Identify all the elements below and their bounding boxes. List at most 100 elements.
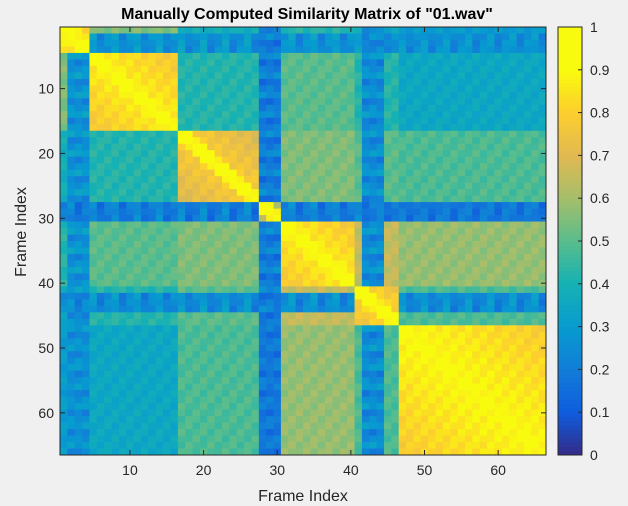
heatmap-cell xyxy=(141,312,149,320)
heatmap-cell xyxy=(450,65,459,73)
heatmap-cell xyxy=(185,390,193,398)
heatmap-cell xyxy=(465,163,473,171)
heatmap-cell xyxy=(118,247,127,255)
heatmap-cell xyxy=(280,104,289,112)
heatmap-cell xyxy=(251,156,260,164)
heatmap-cell xyxy=(303,396,311,404)
heatmap-cell xyxy=(60,338,68,346)
heatmap-cell xyxy=(516,189,525,196)
heatmap-cell xyxy=(479,266,488,274)
heatmap-cell xyxy=(141,39,149,47)
heatmap-cell xyxy=(442,370,451,378)
heatmap-cell xyxy=(273,299,282,307)
heatmap-cell xyxy=(450,189,459,196)
heatmap-cell xyxy=(236,39,245,47)
heatmap-cell xyxy=(96,52,105,60)
heatmap-cell xyxy=(435,46,444,54)
heatmap-cell xyxy=(244,234,252,242)
heatmap-cell xyxy=(141,279,149,287)
heatmap-cell xyxy=(487,318,495,326)
heatmap-cell xyxy=(354,85,363,93)
heatmap-cell xyxy=(192,117,201,125)
heatmap-cell xyxy=(317,247,326,255)
heatmap-cell xyxy=(185,202,193,209)
heatmap-cell xyxy=(111,383,120,391)
heatmap-cell xyxy=(339,39,348,47)
heatmap-cell xyxy=(133,208,142,216)
heatmap-cell xyxy=(185,91,193,99)
heatmap-cell xyxy=(450,46,459,54)
heatmap-cell xyxy=(361,305,370,313)
heatmap-cell xyxy=(60,169,68,177)
heatmap-cell xyxy=(266,176,274,184)
heatmap-cell xyxy=(192,266,201,274)
heatmap-cell xyxy=(406,305,414,313)
heatmap-cell xyxy=(472,156,481,164)
heatmap-cell xyxy=(538,286,547,294)
heatmap-cell xyxy=(67,279,76,287)
heatmap-cell xyxy=(111,429,120,436)
heatmap-cell xyxy=(442,182,451,190)
heatmap-cell xyxy=(428,435,436,443)
colorbar-segment xyxy=(558,48,582,54)
heatmap-cell xyxy=(74,39,83,47)
heatmap-cell xyxy=(133,442,142,449)
heatmap-cell xyxy=(60,390,68,398)
heatmap-cell xyxy=(148,247,157,255)
heatmap-cell xyxy=(222,169,230,177)
heatmap-cell xyxy=(501,422,510,430)
heatmap-cell xyxy=(501,130,510,138)
heatmap-cell xyxy=(428,273,436,281)
heatmap-cell xyxy=(104,169,112,177)
heatmap-cell xyxy=(428,46,436,54)
heatmap-cell xyxy=(258,292,267,300)
heatmap-cell xyxy=(258,195,267,203)
heatmap-cell xyxy=(501,202,510,209)
heatmap-cell xyxy=(141,215,149,222)
colorbar-segment xyxy=(558,395,582,400)
heatmap-cell xyxy=(457,52,466,60)
heatmap-cell xyxy=(141,292,149,300)
heatmap-cell xyxy=(494,312,503,320)
heatmap-cell xyxy=(398,111,407,119)
heatmap-cell xyxy=(420,59,429,67)
heatmap-cell xyxy=(516,396,525,404)
heatmap-cell xyxy=(288,150,297,158)
heatmap-cell xyxy=(229,364,238,372)
heatmap-cell xyxy=(347,65,355,73)
heatmap-cell xyxy=(185,325,193,333)
heatmap-cell xyxy=(177,247,186,255)
heatmap-cell xyxy=(185,241,193,248)
heatmap-cell xyxy=(354,370,363,378)
heatmap-cell xyxy=(126,396,135,404)
heatmap-cell xyxy=(141,143,149,151)
heatmap-cell xyxy=(104,292,112,300)
heatmap-cell xyxy=(332,396,341,404)
heatmap-cell xyxy=(185,279,193,287)
heatmap-cell xyxy=(244,370,252,378)
heatmap-cell xyxy=(472,117,481,125)
heatmap-cell xyxy=(406,448,414,456)
heatmap-cell xyxy=(199,59,208,67)
heatmap-cell xyxy=(376,143,385,151)
heatmap-cell xyxy=(450,403,459,410)
heatmap-cell xyxy=(148,448,157,456)
heatmap-cell xyxy=(177,143,186,151)
heatmap-cell xyxy=(339,195,348,203)
heatmap-cell xyxy=(531,104,540,112)
heatmap-cell xyxy=(199,331,208,339)
heatmap-cell xyxy=(96,331,105,339)
heatmap-cell xyxy=(170,338,179,346)
heatmap-cell xyxy=(251,202,260,209)
heatmap-cell xyxy=(339,52,348,60)
heatmap-cell xyxy=(273,351,282,359)
heatmap-cell xyxy=(325,429,333,436)
heatmap-cell xyxy=(244,260,252,268)
heatmap-cell xyxy=(192,253,201,261)
heatmap-cell xyxy=(288,351,297,359)
heatmap-cell xyxy=(273,163,282,171)
heatmap-cell xyxy=(244,195,252,203)
heatmap-cell xyxy=(465,383,473,391)
heatmap-cell xyxy=(67,448,76,456)
heatmap-cell xyxy=(236,305,245,313)
